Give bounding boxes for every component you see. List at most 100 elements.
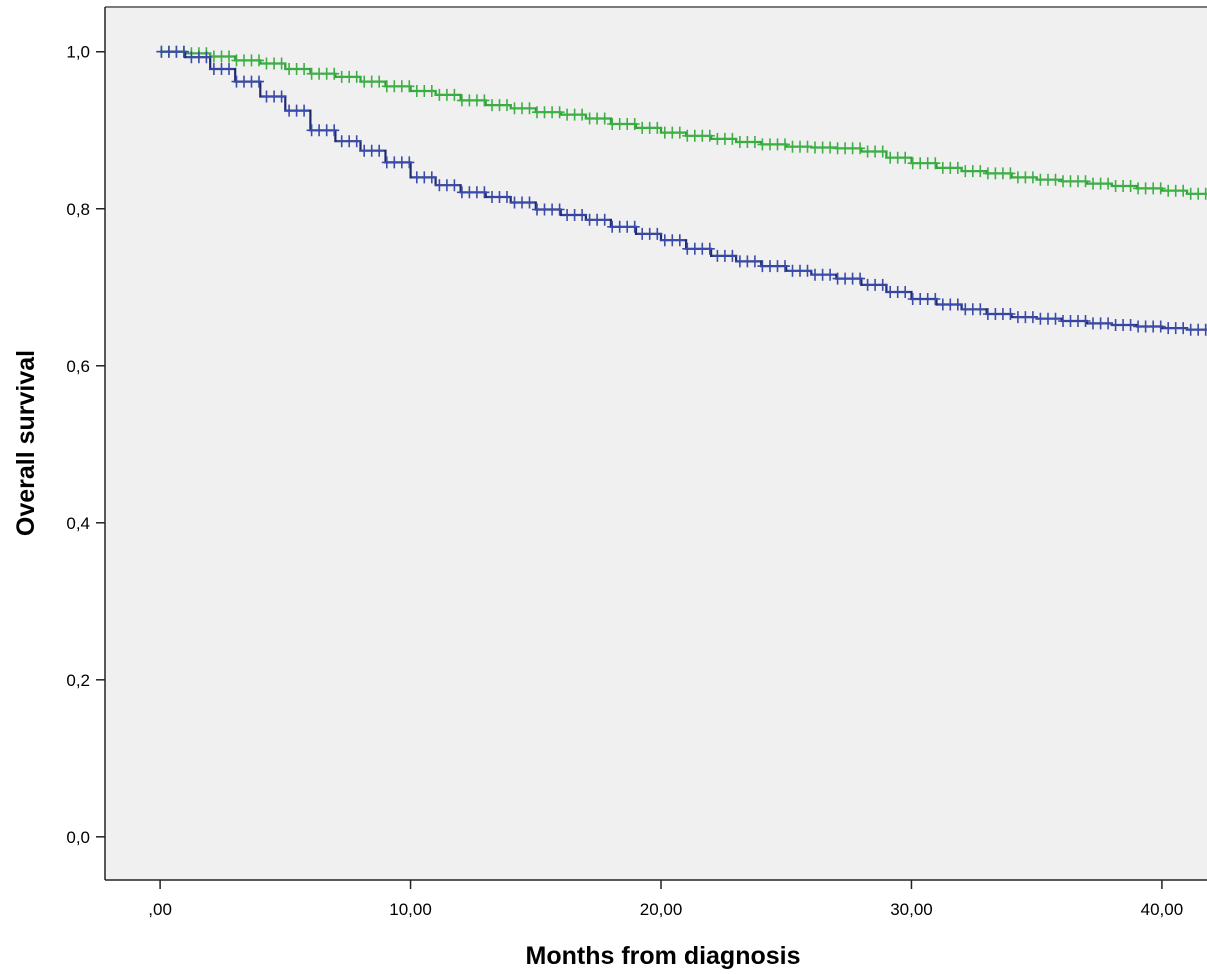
censor-mark <box>674 126 685 139</box>
y-tick-label: 0,2 <box>66 671 90 690</box>
censor-mark <box>877 278 888 291</box>
censor-mark <box>1080 315 1091 327</box>
censor-mark <box>704 129 715 142</box>
censor-mark <box>975 165 986 178</box>
censor-mark <box>930 293 941 305</box>
y-tick-label: 0,4 <box>66 514 90 533</box>
censor-mark <box>599 213 610 226</box>
censor-mark <box>855 142 866 155</box>
censor-mark <box>599 112 610 125</box>
censor-mark <box>299 63 310 75</box>
censor-mark <box>1125 180 1136 192</box>
censor-mark <box>224 63 234 75</box>
censor-mark <box>1103 177 1114 190</box>
censor-mark <box>1155 182 1166 195</box>
censor-mark <box>1125 319 1136 331</box>
censor-mark <box>201 51 212 64</box>
censor-mark <box>900 286 911 298</box>
censor-mark <box>930 157 941 170</box>
x-tick-label: 20,00 <box>640 900 683 919</box>
y-tick-label: 0,6 <box>66 357 90 376</box>
censor-mark <box>449 88 460 101</box>
plot-area <box>105 7 1207 880</box>
series-1 <box>156 45 1207 336</box>
censor-mark <box>502 191 512 203</box>
y-axis-ticks: 0,0 0,2 0,4 0,6 0,8 1,0 <box>66 43 105 847</box>
y-axis-title: Overall survival <box>12 350 40 536</box>
censor-mark <box>254 54 264 67</box>
censor-mark <box>1200 323 1207 336</box>
y-tick-label: 0,8 <box>66 200 90 219</box>
censor-mark <box>554 203 565 216</box>
x-tick-label: 10,00 <box>389 900 432 919</box>
censor-mark <box>329 124 340 137</box>
series-layer <box>156 45 1207 336</box>
censor-mark <box>749 136 760 148</box>
x-tick-label: 40,00 <box>1141 900 1184 919</box>
series-0 <box>156 45 1207 200</box>
censor-mark <box>254 75 264 88</box>
censor-mark <box>178 45 189 58</box>
censor-mark <box>1103 317 1114 330</box>
censor-mark <box>877 145 888 158</box>
censor-mark <box>704 242 715 255</box>
censor-mark <box>802 264 813 277</box>
censor-mark <box>329 67 340 80</box>
censor-mark <box>502 99 512 112</box>
censor-mark <box>479 94 490 107</box>
censor-mark <box>652 227 663 240</box>
y-tick-label: 0,0 <box>66 828 90 847</box>
censor-mark <box>952 298 963 311</box>
censor-mark <box>577 108 588 121</box>
censor-mark <box>1178 322 1189 335</box>
censor-mark <box>524 196 535 209</box>
censor-mark <box>299 104 310 117</box>
censor-mark <box>652 121 663 134</box>
censor-mark <box>1027 171 1038 184</box>
censor-mark <box>276 90 287 103</box>
censor-mark <box>727 132 738 145</box>
censor-mark <box>524 102 535 115</box>
censor-mark <box>780 138 790 151</box>
censor-mark <box>975 303 986 316</box>
censor-mark <box>554 106 565 119</box>
x-axis-ticks: ,00 10,00 20,00 30,00 40,00 <box>148 880 1183 919</box>
censor-mark <box>1005 167 1016 180</box>
x-axis-title: Months from diagnosis <box>526 942 801 970</box>
censor-mark <box>1155 320 1166 333</box>
censor-mark <box>855 272 866 285</box>
censor-mark <box>577 209 588 221</box>
censor-mark <box>426 171 437 184</box>
censor-mark <box>674 234 685 247</box>
censor-mark <box>224 50 234 63</box>
censor-mark <box>900 151 911 164</box>
censor-mark <box>1050 312 1061 325</box>
x-tick-label: ,00 <box>148 900 172 919</box>
censor-mark <box>374 144 385 157</box>
censor-mark <box>825 268 836 281</box>
y-tick-label: 1,0 <box>66 43 90 62</box>
censor-mark <box>1027 311 1038 324</box>
censor-mark <box>404 80 415 93</box>
censor-mark <box>780 260 790 273</box>
x-tick-label: 30,00 <box>890 900 933 919</box>
censor-mark <box>479 186 490 199</box>
censor-mark <box>1005 308 1016 320</box>
censor-mark <box>629 118 640 130</box>
censor-mark <box>727 249 738 262</box>
censor-mark <box>749 255 760 268</box>
censor-mark <box>629 220 640 233</box>
censor-mark <box>1200 187 1207 200</box>
censor-mark <box>351 135 362 148</box>
censor-mark <box>404 156 415 169</box>
censor-mark <box>276 57 287 70</box>
censor-mark <box>374 75 385 88</box>
censor-mark <box>351 70 362 83</box>
censor-mark <box>952 161 963 174</box>
censor-mark <box>1080 175 1091 188</box>
censor-mark <box>1050 173 1061 186</box>
censor-mark <box>1178 184 1189 197</box>
censor-mark <box>449 179 460 192</box>
censor-mark <box>426 85 437 97</box>
